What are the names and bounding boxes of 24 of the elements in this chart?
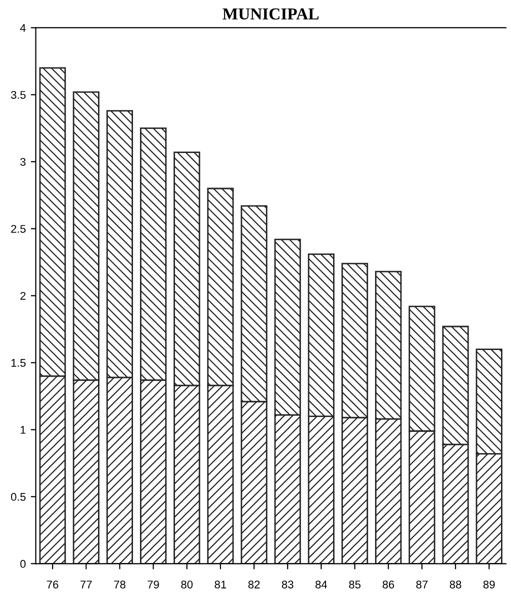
x-tick-label: 78: [114, 580, 126, 588]
y-tick-label: 3.5: [11, 90, 26, 99]
x-tick-label: 76: [46, 580, 58, 588]
y-tick-label: 1: [20, 426, 26, 434]
x-tick-label: 88: [450, 580, 462, 588]
x-tick-label: 83: [282, 580, 294, 588]
y-tick-label: 2.5: [11, 224, 26, 233]
y-tick-label: 2: [20, 292, 26, 300]
x-tick-label: 89: [483, 580, 495, 588]
x-tick-label: 84: [316, 580, 328, 588]
x-tick-label: 86: [382, 580, 394, 588]
x-tick-label: 87: [416, 580, 428, 588]
x-tick-label: 80: [181, 580, 193, 588]
y-tick-label: 1.5: [11, 359, 26, 367]
y-tick-label: 0: [20, 560, 26, 568]
x-tick-label: 82: [248, 580, 260, 588]
y-tick-label: 4: [20, 24, 26, 32]
x-tick-label: 79: [148, 580, 159, 588]
chart-title: MUNICIPAL: [222, 8, 319, 20]
x-tick-label: 81: [214, 580, 226, 588]
x-tick-label: 85: [349, 580, 360, 588]
y-tick-label: 0.5: [11, 492, 26, 501]
x-tick-label: 77: [80, 580, 92, 588]
y-tick-label: 3: [20, 158, 26, 166]
